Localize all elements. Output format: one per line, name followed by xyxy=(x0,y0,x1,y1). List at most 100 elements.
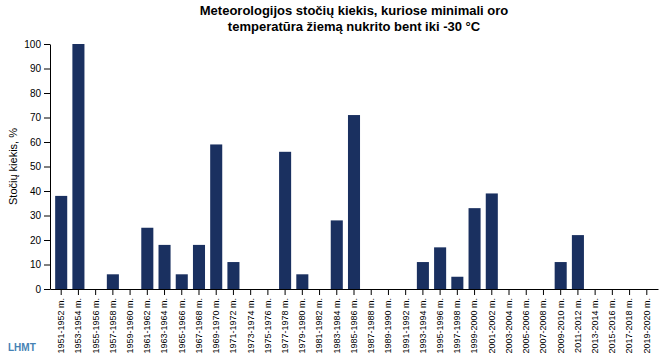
y-tick: 20 xyxy=(30,235,50,246)
tick-mark xyxy=(354,289,355,295)
axis-line xyxy=(50,45,51,290)
tick-mark xyxy=(95,289,96,295)
tick-mark xyxy=(181,289,182,295)
tick-mark xyxy=(44,191,50,192)
tick-mark xyxy=(509,289,510,295)
tick-mark xyxy=(629,289,630,295)
tick-mark xyxy=(44,265,50,266)
bar xyxy=(193,245,205,289)
tick-label: 1985-1986 m. xyxy=(349,298,359,354)
tick-label: 50 xyxy=(30,161,42,172)
x-tick: 2003-2004 m. xyxy=(504,289,514,354)
tick-label: 1959-1960 m. xyxy=(125,298,135,354)
tick-label: 1955-1956 m. xyxy=(91,298,101,354)
bar xyxy=(55,196,67,289)
bar xyxy=(90,289,102,290)
tick-mark xyxy=(198,289,199,295)
tick-label: 0 xyxy=(35,284,41,295)
tick-label: 1953-1954 m. xyxy=(73,298,83,354)
tick-label: 1951-1952 m. xyxy=(56,298,66,354)
bar xyxy=(589,289,601,290)
tick-label: 2015-2016 m. xyxy=(607,298,617,354)
tick-label: 1969-1970 m. xyxy=(211,298,221,354)
x-tick: 1975-1976 m. xyxy=(263,289,273,354)
tick-label: 2017-2018 m. xyxy=(624,298,634,354)
x-tick: 2015-2016 m. xyxy=(607,289,617,354)
x-tick: 1967-1968 m. xyxy=(194,289,204,354)
bar xyxy=(348,115,360,289)
tick-label: 2019-2020 m. xyxy=(642,298,652,354)
y-tick: 80 xyxy=(30,88,50,99)
tick-mark xyxy=(319,289,320,295)
y-tick: 30 xyxy=(30,210,50,221)
x-tick: 1987-1988 m. xyxy=(366,289,376,354)
tick-label: 1991-1992 m. xyxy=(401,298,411,354)
tick-mark xyxy=(474,289,475,295)
bar xyxy=(572,235,584,289)
tick-mark xyxy=(388,289,389,295)
x-tick: 1959-1960 m. xyxy=(125,289,135,354)
tick-mark xyxy=(560,289,561,295)
bar xyxy=(400,289,412,290)
x-tick: 1971-1972 m. xyxy=(228,289,238,354)
tick-label: 1993-1994 m. xyxy=(418,298,428,354)
tick-label: 1989-1990 m. xyxy=(383,298,393,354)
bar xyxy=(210,144,222,289)
x-tick: 2011-2012 m. xyxy=(573,289,583,353)
tick-mark xyxy=(61,289,62,295)
tick-mark xyxy=(526,289,527,295)
x-tick: 1985-1986 m. xyxy=(349,289,359,354)
x-tick: 1991-1992 m. xyxy=(401,289,411,354)
x-tick: 1981-1982 m. xyxy=(314,289,324,354)
x-tick: 1951-1952 m. xyxy=(56,289,66,354)
x-axis: 1951-1952 m. 1953-1954 m. 1955-1956 m. 1957… xyxy=(51,289,659,354)
tick-label: 1981-1982 m. xyxy=(314,298,324,354)
x-tick: 1983-1984 m. xyxy=(332,289,342,354)
bar xyxy=(279,152,291,289)
tick-mark xyxy=(336,289,337,295)
bar xyxy=(417,262,429,289)
x-tick: 1979-1980 m. xyxy=(297,289,307,354)
tick-mark xyxy=(112,289,113,295)
tick-mark xyxy=(612,289,613,295)
x-tick: 2001-2002 m. xyxy=(487,289,497,354)
tick-mark xyxy=(371,289,372,295)
tick-label: 100 xyxy=(24,39,41,50)
tick-label: 2003-2004 m. xyxy=(504,298,514,354)
tick-mark xyxy=(440,289,441,295)
x-tick: 2019-2020 m. xyxy=(642,289,652,354)
tick-mark xyxy=(422,289,423,295)
tick-label: 2005-2006 m. xyxy=(521,298,531,354)
tick-mark xyxy=(130,289,131,295)
tick-mark xyxy=(44,93,50,94)
tick-mark xyxy=(44,240,50,241)
x-tick: 2005-2006 m. xyxy=(521,289,531,354)
bar xyxy=(245,289,257,290)
tick-mark xyxy=(250,289,251,295)
bar xyxy=(606,289,618,290)
tick-mark xyxy=(491,289,492,295)
tick-mark xyxy=(577,289,578,295)
tick-mark xyxy=(44,289,50,290)
tick-label: 1977-1978 m. xyxy=(280,298,290,354)
tick-mark xyxy=(78,289,79,295)
tick-label: 1967-1968 m. xyxy=(194,298,204,354)
x-tick: 1999-2000 m. xyxy=(469,289,479,354)
y-axis: 0102030405060708090100 xyxy=(24,39,50,295)
x-tick: 1989-1990 m. xyxy=(383,289,393,354)
y-axis-title: Stočių kiekis, % xyxy=(7,128,19,205)
tick-label: 1987-1988 m. xyxy=(366,298,376,354)
annotation: LHMT xyxy=(8,342,36,353)
tick-label: 1983-1984 m. xyxy=(332,298,342,354)
x-tick: 1957-1958 m. xyxy=(108,289,118,354)
bar xyxy=(72,44,84,289)
x-tick: 1955-1956 m. xyxy=(91,289,101,354)
x-tick: 1969-1970 m. xyxy=(211,289,221,354)
bar xyxy=(159,245,171,289)
bar xyxy=(331,220,343,289)
bars xyxy=(55,44,584,289)
tick-label: 30 xyxy=(30,210,42,221)
bar xyxy=(176,274,188,289)
x-tick: 2013-2014 m. xyxy=(590,289,600,354)
bar xyxy=(537,289,549,290)
